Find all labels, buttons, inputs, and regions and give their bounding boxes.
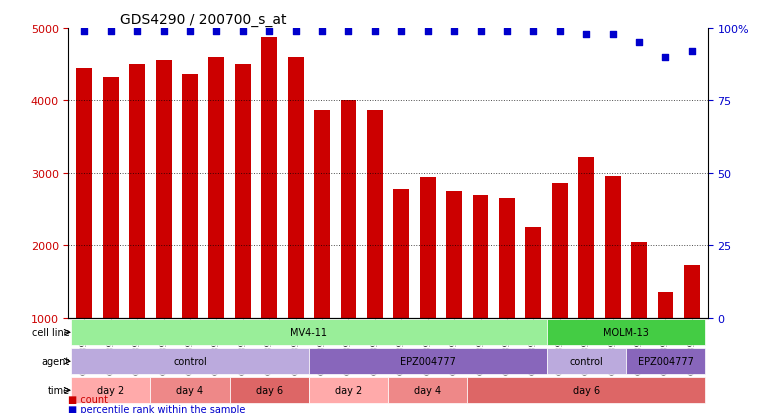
Point — [633, 40, 645, 47]
Point — [474, 28, 486, 35]
Text: day 6: day 6 — [573, 385, 600, 395]
Point — [527, 28, 540, 35]
FancyBboxPatch shape — [546, 320, 705, 345]
FancyBboxPatch shape — [230, 377, 309, 403]
FancyBboxPatch shape — [71, 348, 309, 374]
Point — [580, 31, 592, 38]
FancyBboxPatch shape — [626, 348, 705, 374]
Text: day 2: day 2 — [335, 385, 362, 395]
Point — [78, 28, 91, 35]
Bar — [684, 265, 700, 318]
Bar — [209, 58, 224, 318]
Point — [105, 28, 117, 35]
Point — [422, 28, 434, 35]
Point — [659, 55, 671, 61]
Text: EPZ004777: EPZ004777 — [638, 356, 693, 366]
Text: time: time — [48, 385, 70, 395]
Bar — [393, 189, 409, 318]
Text: day 2: day 2 — [97, 385, 124, 395]
Point — [316, 28, 328, 35]
Point — [342, 28, 355, 35]
Bar — [605, 176, 620, 318]
Bar — [499, 198, 515, 318]
Point — [369, 28, 381, 35]
FancyBboxPatch shape — [467, 377, 705, 403]
Bar — [76, 69, 92, 318]
Point — [554, 28, 566, 35]
Point — [686, 49, 698, 55]
Text: day 4: day 4 — [177, 385, 203, 395]
Bar — [261, 38, 277, 318]
Text: ■ count: ■ count — [68, 394, 109, 404]
FancyBboxPatch shape — [309, 348, 546, 374]
Text: MOLM-13: MOLM-13 — [603, 328, 649, 337]
Bar — [288, 58, 304, 318]
FancyBboxPatch shape — [546, 348, 626, 374]
Text: GDS4290 / 200700_s_at: GDS4290 / 200700_s_at — [119, 12, 286, 26]
Bar — [473, 195, 489, 318]
Text: control: control — [569, 356, 603, 366]
Bar — [420, 177, 435, 318]
Point — [184, 28, 196, 35]
Bar — [341, 100, 356, 318]
Text: MV4-11: MV4-11 — [291, 328, 327, 337]
Point — [131, 28, 143, 35]
Bar — [578, 157, 594, 318]
Point — [448, 28, 460, 35]
Point — [395, 28, 407, 35]
Bar — [156, 61, 171, 318]
FancyBboxPatch shape — [388, 377, 467, 403]
Point — [501, 28, 513, 35]
Point — [237, 28, 249, 35]
Point — [158, 28, 170, 35]
Point — [290, 28, 302, 35]
Text: control: control — [173, 356, 207, 366]
Bar — [182, 75, 198, 318]
Bar — [367, 111, 383, 318]
Point — [607, 31, 619, 38]
Bar — [658, 292, 673, 318]
Bar — [631, 243, 647, 318]
Point — [210, 28, 222, 35]
Point — [263, 28, 275, 35]
Text: day 6: day 6 — [256, 385, 283, 395]
FancyBboxPatch shape — [71, 377, 151, 403]
FancyBboxPatch shape — [309, 377, 388, 403]
Bar — [314, 111, 330, 318]
Text: ■ percentile rank within the sample: ■ percentile rank within the sample — [68, 404, 246, 413]
Bar — [103, 77, 119, 318]
Text: cell line: cell line — [32, 328, 70, 337]
FancyBboxPatch shape — [151, 377, 230, 403]
Text: EPZ004777: EPZ004777 — [400, 356, 456, 366]
Bar — [235, 65, 251, 318]
Bar — [525, 228, 541, 318]
Bar — [446, 192, 462, 318]
Text: agent: agent — [42, 356, 70, 366]
FancyBboxPatch shape — [71, 320, 546, 345]
Text: day 4: day 4 — [414, 385, 441, 395]
Bar — [129, 65, 145, 318]
Bar — [552, 183, 568, 318]
